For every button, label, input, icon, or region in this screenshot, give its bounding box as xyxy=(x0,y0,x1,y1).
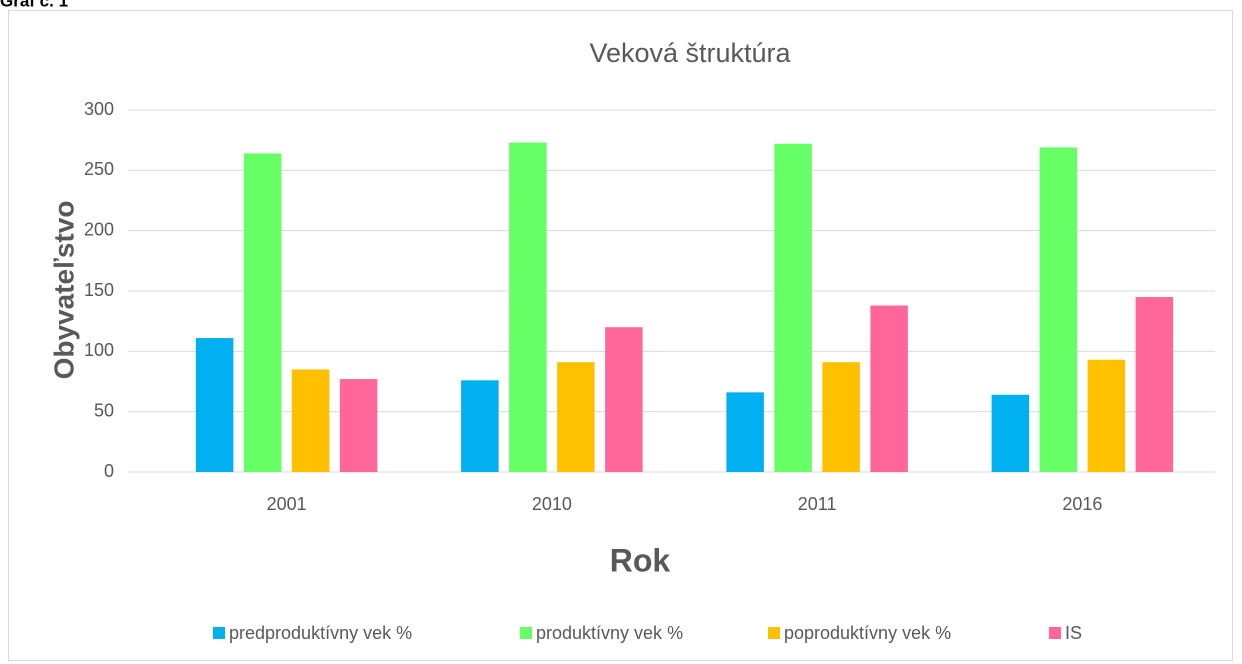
chart-title: Veková štruktúra xyxy=(589,38,791,68)
x-tick-label: 2010 xyxy=(532,494,572,514)
legend-label: produktívny vek % xyxy=(536,623,683,643)
legend-label: predproduktívny vek % xyxy=(229,623,412,643)
legend-swatch xyxy=(768,627,780,639)
legend-label: poproduktívny vek % xyxy=(784,623,951,643)
y-tick-label: 0 xyxy=(104,461,114,481)
y-tick-label: 50 xyxy=(94,400,114,420)
x-tick-label: 2011 xyxy=(798,494,837,514)
legend-label: IS xyxy=(1065,623,1082,643)
bar xyxy=(339,379,378,472)
y-tick-label: 250 xyxy=(84,159,114,179)
y-tick-label: 150 xyxy=(84,280,114,300)
bar xyxy=(605,327,643,472)
x-tick-label: 2016 xyxy=(1062,494,1102,514)
bar xyxy=(774,143,812,472)
legend-swatch xyxy=(520,627,532,639)
bar xyxy=(991,394,1030,472)
bar xyxy=(557,362,595,472)
bar xyxy=(1087,359,1126,472)
bar xyxy=(1135,297,1174,472)
bar xyxy=(195,338,234,472)
bar xyxy=(291,369,330,472)
bar xyxy=(1039,147,1078,472)
bar xyxy=(726,392,764,472)
y-tick-label: 100 xyxy=(84,340,114,360)
y-tick-label: 300 xyxy=(84,99,114,119)
y-tick-label: 200 xyxy=(84,219,114,239)
bar xyxy=(870,305,908,472)
y-axis-label: Obyvateľstvo xyxy=(48,201,79,380)
bar xyxy=(822,362,860,472)
x-axis-label: Rok xyxy=(610,542,671,578)
legend-swatch xyxy=(213,627,225,639)
caption: Graf č. 1 xyxy=(0,0,68,10)
bar xyxy=(243,153,282,472)
legend-swatch xyxy=(1049,627,1061,639)
x-tick-label: 2001 xyxy=(267,494,307,514)
bar xyxy=(509,142,547,472)
bar xyxy=(461,380,499,472)
